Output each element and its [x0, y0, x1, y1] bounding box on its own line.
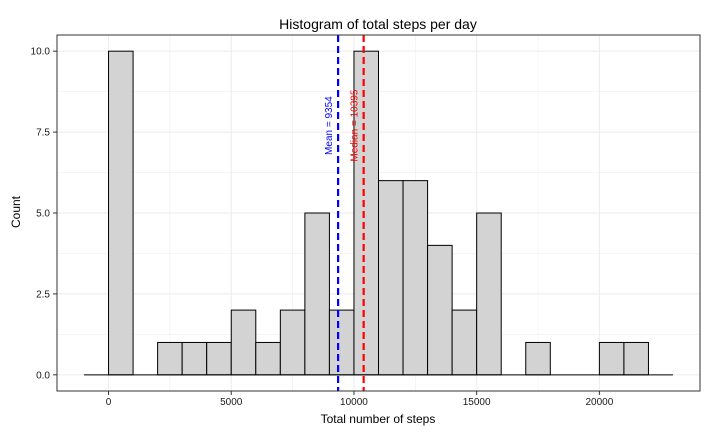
histogram-bars — [108, 50, 649, 376]
panel-border — [56, 34, 701, 392]
reference-lines: Mean = 9354 Median = 10395 — [324, 35, 365, 391]
histogram-bar — [181, 341, 208, 376]
axis-ticks: 0 5000 10000 15000 20000 0.0 2.5 5.0 7.5 10.0 — [31, 47, 614, 408]
x-tick-label: 20000 — [585, 397, 613, 408]
y-tick-label: 7.5 — [36, 128, 50, 139]
histogram-bar — [108, 50, 134, 376]
histogram-bar — [206, 341, 232, 376]
histogram-bar — [255, 341, 281, 376]
y-axis-label: Count — [9, 195, 23, 228]
histogram-bar — [598, 341, 625, 376]
chart-title: Histogram of total steps per day — [279, 16, 477, 32]
x-axis-label: Total number of steps — [321, 412, 436, 426]
y-tick-label: 5.0 — [36, 209, 50, 220]
y-tick-label: 0.0 — [36, 370, 50, 381]
histogram-bar — [525, 341, 551, 376]
histogram-bar — [157, 341, 183, 376]
y-tick-label: 2.5 — [36, 289, 50, 300]
histogram-bar — [451, 309, 478, 376]
histogram-bar — [304, 212, 330, 376]
histogram-bar — [427, 244, 453, 376]
histogram-bar — [328, 309, 355, 376]
y-tick-label: 10.0 — [31, 47, 51, 58]
histogram-bar — [230, 309, 257, 376]
histogram-bar — [279, 309, 306, 376]
x-tick-label: 5000 — [220, 397, 243, 408]
histogram-bar — [402, 180, 429, 376]
histogram-bar — [378, 180, 404, 376]
x-tick-label: 0 — [106, 397, 112, 408]
x-tick-label: 10000 — [340, 397, 368, 408]
median-label: Median = 10395 — [350, 89, 361, 161]
histogram-bar — [353, 50, 379, 376]
mean-label: Mean = 9354 — [324, 96, 335, 155]
histogram-bar — [623, 341, 649, 376]
histogram-bar — [476, 212, 502, 376]
x-tick-label: 15000 — [463, 397, 491, 408]
